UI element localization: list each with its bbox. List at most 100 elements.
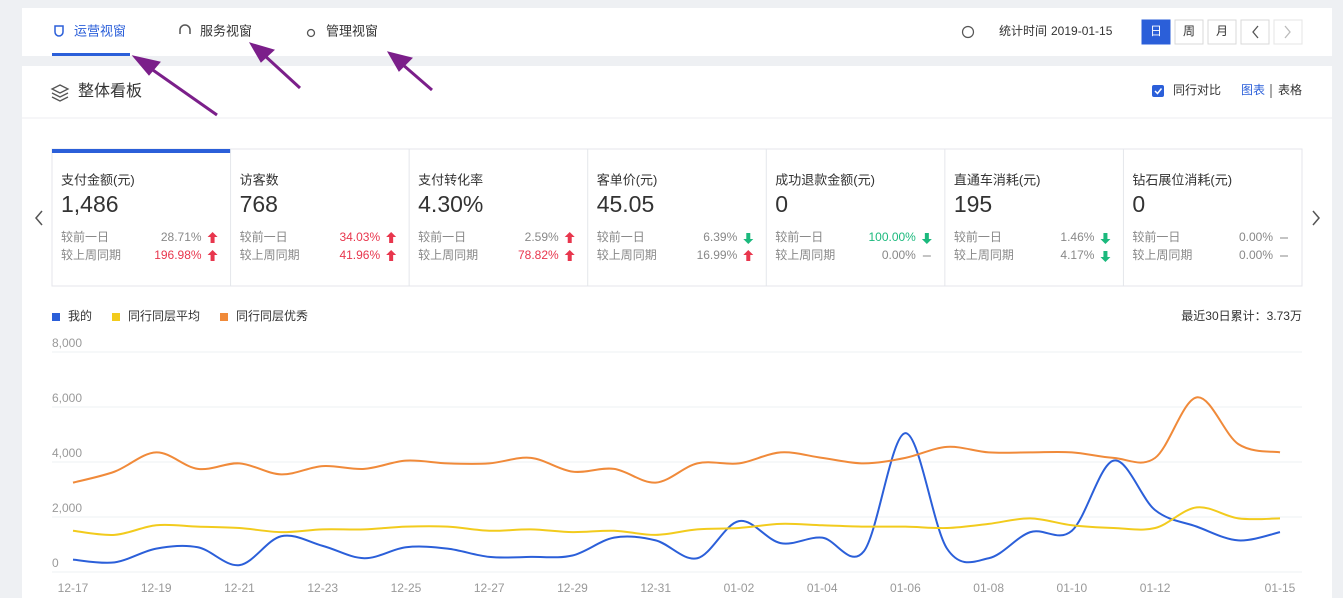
card-label[interactable]: 支付转化率 bbox=[418, 172, 483, 187]
comparison-value: 34.03% bbox=[339, 230, 380, 244]
period-buttons: 日周月 bbox=[1141, 19, 1237, 45]
cards-next[interactable] bbox=[1312, 210, 1320, 226]
x-tick-label: 12-21 bbox=[224, 581, 255, 595]
card-value: 45.05 bbox=[597, 191, 655, 217]
card-value: 4.30% bbox=[418, 191, 483, 217]
comparison-value: 0.00% bbox=[1239, 230, 1273, 244]
x-tick-label: 01-15 bbox=[1265, 581, 1296, 595]
trend-up bbox=[564, 232, 575, 243]
legend-swatch bbox=[52, 313, 60, 321]
comparison-value: 100.00% bbox=[868, 230, 916, 244]
chart-annotation: 最近30日累计：3.73万 bbox=[1181, 309, 1302, 323]
tab-icon bbox=[54, 25, 64, 37]
comparison-value: 196.98% bbox=[154, 248, 202, 262]
metric-cards: 支付金额(元) 1,486 较前一日 28.71% 较上周同期 196.98% 访客数 768… bbox=[51, 148, 1303, 287]
tab-icon bbox=[306, 28, 316, 38]
y-tick-label: 8,000 bbox=[52, 336, 82, 350]
comparison-value: 1.46% bbox=[1060, 230, 1094, 244]
y-tick-label: 0 bbox=[52, 556, 59, 570]
legend-label[interactable]: 我的 bbox=[68, 308, 92, 323]
trend-up bbox=[386, 250, 397, 261]
x-tick-label: 12-23 bbox=[307, 581, 338, 595]
comparison-label: 较前一日 bbox=[240, 229, 288, 244]
panel bbox=[22, 66, 1332, 603]
top-bar bbox=[22, 8, 1332, 56]
card-label[interactable]: 直通车消耗(元) bbox=[954, 172, 1041, 187]
x-tick-label: 01-06 bbox=[890, 581, 921, 595]
x-tick-label: 12-19 bbox=[141, 581, 172, 595]
y-tick-label: 4,000 bbox=[52, 446, 82, 460]
stat-time-date: 2019-01-15 bbox=[1051, 24, 1113, 38]
comparison-label: 较前一日 bbox=[418, 229, 466, 244]
period-button[interactable] bbox=[1207, 19, 1237, 45]
card-label[interactable]: 成功退款金额(元) bbox=[775, 172, 875, 187]
comparison-label: 较上周同期 bbox=[954, 247, 1014, 262]
x-tick-label: 01-12 bbox=[1140, 581, 1171, 595]
comparison-label: 较上周同期 bbox=[240, 247, 300, 262]
card-label[interactable]: 支付金额(元) bbox=[61, 172, 135, 187]
legend-label[interactable]: 同行同层平均 bbox=[128, 309, 200, 323]
card-label[interactable]: 客单价(元) bbox=[597, 172, 658, 187]
tab-underline bbox=[52, 53, 130, 56]
comparison-value: 28.71% bbox=[161, 230, 202, 244]
arrow-head bbox=[248, 42, 275, 63]
view-toggle[interactable]: 图表 bbox=[1241, 83, 1265, 97]
trend-up bbox=[564, 250, 575, 261]
legend-label[interactable]: 同行同层优秀 bbox=[236, 309, 308, 323]
trend-down bbox=[1100, 233, 1111, 244]
trend-down bbox=[921, 233, 932, 244]
checkbox[interactable] bbox=[1152, 85, 1164, 97]
comparison-label: 较前一日 bbox=[775, 229, 823, 244]
comparison-label: 较上周同期 bbox=[61, 247, 121, 262]
tab[interactable]: 管理视窗 bbox=[326, 23, 378, 38]
comparison-value: 41.96% bbox=[339, 248, 380, 262]
next-button[interactable] bbox=[1273, 19, 1303, 45]
x-tick-label: 12-31 bbox=[640, 581, 671, 595]
card-value: 0 bbox=[775, 191, 788, 217]
checkbox-tick bbox=[1154, 88, 1163, 95]
card-value: 195 bbox=[954, 191, 992, 217]
series-line bbox=[72, 432, 1281, 567]
x-tick-label: 01-10 bbox=[1057, 581, 1088, 595]
card-value: 768 bbox=[240, 191, 278, 217]
comparison-value: 6.39% bbox=[703, 230, 737, 244]
legend-swatch bbox=[112, 313, 120, 321]
period-button[interactable] bbox=[1141, 19, 1171, 45]
x-tick-label: 01-04 bbox=[807, 581, 838, 595]
trend-up bbox=[207, 232, 218, 243]
comparison-label: 较上周同期 bbox=[1132, 247, 1192, 262]
panel-title: 整体看板 bbox=[78, 82, 142, 100]
comparison-label: 较上周同期 bbox=[418, 247, 478, 262]
trend-up bbox=[743, 250, 754, 261]
annotation-arrows bbox=[131, 42, 433, 117]
prev-icon bbox=[1252, 25, 1259, 39]
arrow bbox=[401, 62, 433, 92]
compare-label[interactable]: 同行对比 bbox=[1173, 83, 1221, 97]
view-toggle[interactable]: 表格 bbox=[1278, 82, 1302, 97]
period-button[interactable] bbox=[1174, 19, 1204, 45]
info-icon[interactable] bbox=[961, 25, 975, 39]
series-line bbox=[72, 396, 1281, 484]
comparison-value: 0.00% bbox=[1239, 248, 1273, 262]
next-icon bbox=[1284, 25, 1291, 39]
cards-prev[interactable] bbox=[35, 210, 43, 226]
trend-down bbox=[1100, 251, 1111, 262]
x-tick-label: 12-27 bbox=[474, 581, 505, 595]
card-label[interactable]: 访客数 bbox=[240, 172, 279, 187]
card-label[interactable]: 钻石展位消耗(元) bbox=[1132, 172, 1232, 187]
comparison-label: 较前一日 bbox=[954, 229, 1002, 244]
comparison-value: 2.59% bbox=[525, 230, 559, 244]
tab[interactable]: 运营视窗 bbox=[74, 23, 126, 38]
arrow bbox=[149, 66, 218, 117]
comparison-label: 较前一日 bbox=[61, 229, 109, 244]
card-value: 0 bbox=[1132, 191, 1145, 217]
comparison-value: 4.17% bbox=[1060, 248, 1094, 262]
prev-button[interactable] bbox=[1240, 19, 1270, 45]
period-label: 周 bbox=[1183, 24, 1195, 38]
comparison-label: 较前一日 bbox=[1132, 229, 1180, 244]
trend-down bbox=[743, 233, 754, 244]
tab[interactable]: 服务视窗 bbox=[200, 23, 252, 38]
y-tick-label: 6,000 bbox=[52, 391, 82, 405]
